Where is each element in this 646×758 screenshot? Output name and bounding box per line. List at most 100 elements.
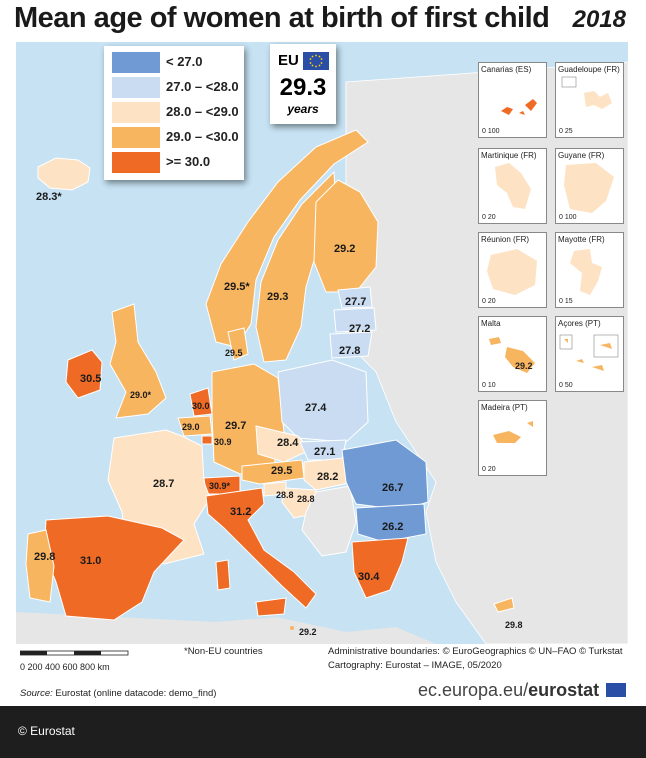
country-cyprus: [493, 597, 515, 613]
legend-item: 27.0 – <28.0: [112, 77, 239, 99]
legend-label: 27.0 – <28.0: [166, 79, 239, 94]
eu-flag-icon: [303, 52, 329, 70]
legend: < 27.0 27.0 – <28.0 28.0 – <29.0 29.0 – …: [104, 46, 244, 180]
source-text: Eurostat (online datacode: demo_find): [52, 688, 217, 699]
inset-scale: 0 20: [482, 466, 496, 473]
country-iceland: [37, 157, 91, 191]
copyright-bar: © Eurostat: [0, 706, 646, 758]
inset-name: Réunion (FR): [481, 235, 530, 244]
label-czechia: 28.4: [277, 437, 299, 449]
country-malta: [290, 626, 294, 630]
country-poland: [277, 359, 369, 443]
label-germany: 29.7: [225, 420, 247, 432]
label-austria: 29.5: [271, 465, 293, 477]
map-title: Mean age of women at birth of first chil…: [14, 2, 550, 34]
country-denmark: [227, 327, 249, 361]
inset-name: Canarias (ES): [481, 65, 532, 74]
label-uk: 29.0*: [130, 390, 152, 400]
legend-item: 29.0 – <30.0: [112, 127, 239, 149]
inset-madeira-shape: [493, 421, 533, 443]
country-latvia: [333, 307, 377, 333]
country-belgium: [177, 415, 213, 437]
eu-average-box: EU 29.3 years: [270, 44, 336, 124]
label-finland: 29.2: [334, 243, 356, 255]
eu-flag-icon: [606, 683, 626, 697]
label-iceland: 28.3*: [36, 191, 62, 203]
legend-label: 28.0 – <29.0: [166, 104, 239, 119]
inset-martinique-shape: [495, 163, 531, 209]
island-sicily: [255, 597, 287, 617]
cartography-note: Cartography: Eurostat – IMAGE, 05/2020: [328, 660, 502, 671]
eurostat-brand[interactable]: ec.europa.eu/eurostat: [418, 680, 599, 701]
label-cyprus: 29.8: [505, 620, 523, 630]
label-portugal: 29.8: [34, 551, 56, 563]
inset-scale: 0 20: [482, 214, 496, 221]
inset-acores-shape: [559, 334, 619, 371]
label-poland: 27.4: [305, 402, 327, 414]
label-estonia: 27.7: [345, 296, 367, 308]
inset-name: Mayotte (FR): [558, 235, 605, 244]
inset-reunion: Réunion (FR) 0 20: [478, 232, 547, 308]
legend-swatch: [112, 52, 160, 73]
label-spain: 31.0: [80, 555, 102, 567]
inset-canarias: Canarias (ES) 0 100: [478, 62, 547, 138]
country-estonia: [337, 286, 373, 309]
inset-malta-value: 29.2: [515, 361, 533, 371]
country-ireland: [65, 349, 103, 399]
country-czechia: [255, 425, 311, 463]
inset-name: Madeira (PT): [481, 403, 528, 412]
country-austria: [241, 459, 305, 485]
label-latvia: 27.2: [349, 323, 371, 335]
country-portugal: [25, 529, 55, 603]
inset-name: Guadeloupe (FR): [558, 65, 620, 74]
island-sardinia: [215, 559, 231, 591]
inset-name: Martinique (FR): [481, 151, 537, 160]
legend-swatch: [112, 102, 160, 123]
inset-canarias-shape: [501, 99, 537, 115]
country-greece: [351, 537, 409, 599]
inset-name: Malta: [481, 319, 501, 328]
inset-scale: 0 15: [559, 298, 573, 305]
inset-acores: Açores (PT) 0 50: [555, 316, 624, 392]
label-greece: 30.4: [358, 571, 380, 583]
source-note: Source: Eurostat (online datacode: demo_…: [20, 688, 216, 699]
inset-panel: Canarias (ES) 0 100 Guadeloupe (FR) 0 25…: [478, 62, 628, 482]
inset-mayotte-shape: [570, 249, 602, 295]
label-belgium: 29.0: [182, 422, 200, 432]
non-eu-note: *Non-EU countries: [184, 646, 263, 657]
country-italy: [205, 487, 317, 609]
inset-name: Guyane (FR): [558, 151, 605, 160]
inset-scale: 0 50: [559, 382, 573, 389]
inset-name: Açores (PT): [558, 319, 601, 328]
source-label: Source:: [20, 688, 53, 699]
label-slovakia: 27.1: [314, 446, 336, 458]
brand-bold: eurostat: [528, 680, 600, 700]
label-luxembourg: 30.9: [214, 437, 232, 447]
label-lithuania: 27.8: [339, 345, 361, 357]
label-ireland: 30.5: [80, 373, 102, 385]
inset-scale: 0 25: [559, 128, 573, 135]
land-north-africa: [16, 612, 436, 644]
eu-value: 29.3: [279, 74, 327, 101]
country-spain: [43, 515, 185, 621]
admin-boundaries: Administrative boundaries: © EuroGeograp…: [328, 646, 623, 657]
label-slovenia: 28.8: [276, 490, 294, 500]
legend-label: 29.0 – <30.0: [166, 129, 239, 144]
legend-swatch: [112, 77, 160, 98]
country-hungary: [303, 457, 355, 491]
inset-malta: Malta 29.2 0 10: [478, 316, 547, 392]
inset-scale: 0 10: [482, 382, 496, 389]
label-netherlands: 30.0: [192, 401, 210, 411]
map-year: 2018: [572, 6, 626, 33]
legend-item: 28.0 – <29.0: [112, 102, 239, 124]
inset-malta-shape: [489, 337, 535, 373]
label-switzerland: 30.9*: [209, 481, 231, 491]
label-bulgaria: 26.2: [382, 521, 404, 533]
legend-label: >= 30.0: [166, 154, 211, 169]
inset-guadeloupe: Guadeloupe (FR) 0 25: [555, 62, 624, 138]
inset-guadeloupe-shape: [561, 76, 612, 109]
eu-unit: years: [287, 102, 319, 116]
inset-guyane: Guyane (FR) 0 100: [555, 148, 624, 224]
legend-swatch: [112, 152, 160, 173]
legend-swatch: [112, 127, 160, 148]
